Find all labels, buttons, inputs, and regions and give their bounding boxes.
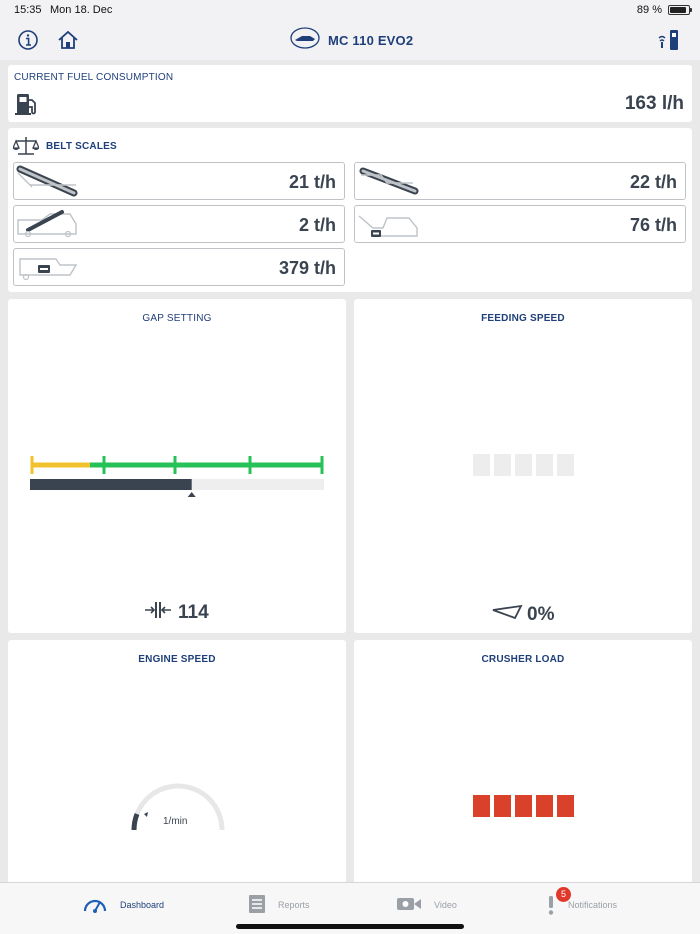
tab-label: Dashboard bbox=[120, 900, 165, 910]
feeding-speed-segment bbox=[473, 454, 490, 476]
exclamation-icon: 5 bbox=[546, 887, 571, 916]
battery-icon bbox=[668, 5, 692, 15]
belt-scales-title: BELT SCALES bbox=[46, 141, 117, 152]
tab-label: Reports bbox=[278, 900, 310, 910]
feeding-speed-readout: 0% bbox=[491, 604, 554, 626]
status-bar: 15:35 Mon 18. Dec 89 % bbox=[0, 0, 700, 20]
belt-scale-item[interactable]: 21 t/h bbox=[13, 162, 345, 200]
feeding-speed-segments bbox=[473, 454, 574, 476]
feeding-speed-value: 0% bbox=[527, 604, 555, 625]
belt-scale-value: 76 t/h bbox=[629, 215, 677, 235]
status-date: Mon 18. Dec bbox=[50, 4, 113, 16]
feeding-speed-segment bbox=[494, 454, 511, 476]
gap-setting-fill bbox=[30, 479, 192, 490]
belt-scales-card: BELT SCALES 21 t/h 22 t/h 2 t/h 76 t/h 3… bbox=[8, 128, 692, 292]
crusher-load-segment bbox=[536, 795, 553, 817]
engine-speed-panel[interactable]: ENGINE SPEED 1/min bbox=[8, 640, 346, 884]
tab-notifications[interactable]: 5 Notifications bbox=[546, 887, 618, 917]
crusher-load-segment bbox=[473, 795, 490, 817]
scales-icon bbox=[12, 136, 40, 161]
battery-percentage: 89 % bbox=[636, 4, 662, 16]
gap-setting-readout: 114 bbox=[144, 600, 209, 626]
conveyor-belt-2-icon bbox=[359, 167, 419, 195]
belt-scale-item[interactable]: 379 t/h bbox=[13, 248, 345, 286]
nav-bar: MC 110 EVO2 bbox=[0, 20, 700, 60]
info-icon[interactable] bbox=[16, 28, 40, 52]
belt-scale-item[interactable]: 22 t/h bbox=[354, 162, 686, 200]
tab-label: Notifications bbox=[568, 900, 618, 910]
status-time: 15:35 bbox=[14, 4, 42, 16]
home-icon[interactable] bbox=[56, 28, 80, 52]
gap-setting-panel[interactable]: GAP SETTING 114 bbox=[8, 299, 346, 633]
belt-scale-value: 379 t/h bbox=[278, 258, 336, 278]
feeding-speed-segment bbox=[557, 454, 574, 476]
belt-scale-item[interactable]: 2 t/h bbox=[13, 205, 345, 243]
fuel-consumption-card: CURRENT FUEL CONSUMPTION 163 l/h bbox=[8, 65, 692, 122]
gap-setting-marker bbox=[187, 492, 196, 497]
remote-connection-icon[interactable] bbox=[656, 28, 682, 52]
nav-title-group: MC 110 EVO2 bbox=[290, 26, 414, 54]
belt-scale-value: 22 t/h bbox=[629, 172, 677, 192]
conveyor-belt-1-icon bbox=[16, 165, 78, 197]
home-indicator[interactable] bbox=[236, 924, 464, 929]
gap-setting-value: 114 bbox=[178, 602, 209, 623]
fuel-consumption-title: CURRENT FUEL CONSUMPTION bbox=[14, 72, 174, 83]
gap-width-icon bbox=[144, 600, 172, 626]
feeder-icon bbox=[491, 604, 523, 626]
crusher-load-segments bbox=[473, 795, 574, 817]
crusher-discharge-belt-icon bbox=[358, 215, 418, 237]
belt-scale-value: 21 t/h bbox=[288, 172, 336, 192]
gap-setting-title: GAP SETTING bbox=[142, 313, 212, 324]
feeding-speed-segment bbox=[515, 454, 532, 476]
belt-scale-item[interactable]: 76 t/h bbox=[354, 205, 686, 243]
nav-title: MC 110 EVO2 bbox=[328, 32, 414, 48]
gap-setting-gauge bbox=[30, 456, 324, 497]
crusher-load-segment bbox=[557, 795, 574, 817]
notification-badge: 5 bbox=[556, 887, 571, 902]
video-camera-icon bbox=[396, 896, 422, 914]
tab-label: Video bbox=[434, 900, 457, 910]
feeding-speed-segment bbox=[536, 454, 553, 476]
fuel-pump-icon bbox=[14, 91, 40, 122]
crusher-load-segment bbox=[494, 795, 511, 817]
engine-speed-unit: 1/min bbox=[163, 816, 188, 827]
belt-scale-value: 2 t/h bbox=[298, 215, 336, 235]
tab-reports[interactable]: Reports bbox=[248, 893, 310, 917]
crusher-load-title: CRUSHER LOAD bbox=[481, 654, 565, 665]
feeding-speed-title: FEEDING SPEED bbox=[481, 313, 565, 324]
crusher-load-panel[interactable]: CRUSHER LOAD bbox=[354, 640, 692, 884]
main-belt-icon bbox=[19, 258, 78, 281]
fuel-consumption-value: 163 l/h bbox=[624, 93, 684, 114]
reports-list-icon bbox=[248, 894, 266, 916]
feeding-speed-panel[interactable]: FEEDING SPEED 0% bbox=[354, 299, 692, 633]
tachometer-icon bbox=[131, 783, 225, 831]
tab-video[interactable]: Video bbox=[396, 893, 457, 917]
machine-logo-icon bbox=[290, 26, 320, 54]
engine-speed-title: ENGINE SPEED bbox=[138, 654, 216, 665]
tab-dashboard[interactable]: Dashboard bbox=[82, 893, 164, 917]
crusher-side-belt-icon bbox=[17, 210, 77, 238]
dashboard-gauge-icon bbox=[82, 895, 108, 915]
crusher-load-segment bbox=[515, 795, 532, 817]
